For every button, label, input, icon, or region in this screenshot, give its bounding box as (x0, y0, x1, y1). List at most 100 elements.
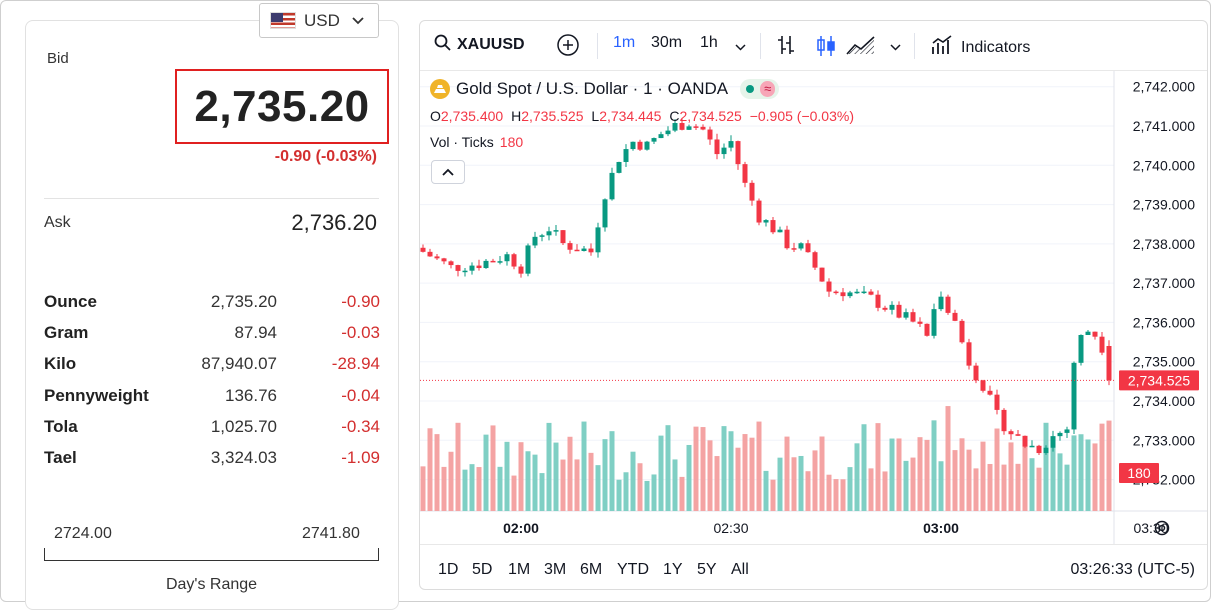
plus-circle-icon (556, 33, 580, 62)
volume-bar (497, 466, 503, 511)
volume-bar (756, 421, 762, 511)
currency-selector[interactable]: USD (259, 3, 379, 38)
volume-bar (882, 471, 888, 511)
volume-bar (812, 450, 818, 511)
range-5y[interactable]: 5Y (697, 561, 717, 578)
volume-legend: Vol · Ticks 180 (430, 134, 523, 150)
range-1m[interactable]: 1M (508, 561, 531, 578)
volume-bar (448, 451, 454, 511)
chart-type-dropdown[interactable] (890, 38, 901, 56)
candle-body (1092, 331, 1098, 337)
gold-icon (430, 79, 450, 99)
indicators-button[interactable]: Indicators (931, 34, 1030, 61)
candle-body (826, 281, 832, 292)
candle-body (560, 230, 566, 244)
chart-settings-icon[interactable] (1154, 520, 1170, 536)
compare-button[interactable] (556, 33, 580, 62)
volume-bar (1015, 463, 1021, 511)
high-label: H (511, 108, 522, 124)
range-6m[interactable]: 6M (580, 561, 603, 578)
candle-body (854, 291, 860, 294)
interval-1h[interactable]: 1h (700, 34, 718, 51)
volume-bar (574, 459, 580, 511)
unit-name: Gram (44, 323, 89, 343)
clock: 03:26:33 (UTC-5) (1070, 561, 1196, 578)
open-label: O (430, 108, 441, 124)
volume-bar (728, 431, 734, 511)
chevron-down-icon (735, 38, 746, 56)
low-label: L (591, 108, 600, 124)
chart-panel: XAUUSD 1m 30m 1h (419, 20, 1208, 590)
candle-body (910, 312, 916, 322)
volume-bar (1092, 443, 1098, 511)
volume-bar (875, 423, 881, 511)
days-range-low: 2724.00 (54, 525, 112, 542)
range-ytd[interactable]: YTD (617, 561, 649, 578)
y-tick-label: 2,740.000 (1133, 157, 1195, 173)
volume-bar (742, 434, 748, 511)
range-5d[interactable]: 5D (472, 561, 493, 578)
volume-bar (819, 436, 825, 511)
volume-bar (868, 468, 874, 511)
range-all[interactable]: All (731, 561, 749, 578)
area-style-button[interactable] (846, 34, 876, 61)
last-price-tag (1119, 370, 1199, 391)
volume-bar (651, 474, 657, 511)
range-3m[interactable]: 3M (544, 561, 567, 578)
volume-bar (441, 466, 447, 511)
divider (44, 198, 379, 199)
range-1y[interactable]: 1Y (663, 561, 683, 578)
candle-body (861, 291, 867, 294)
candle-body (1029, 445, 1035, 448)
volume-bar (630, 451, 636, 511)
unit-change: -0.04 (341, 385, 380, 405)
volume-bar (1043, 422, 1049, 511)
candles-style-button[interactable] (816, 34, 836, 63)
interval-1m[interactable]: 1m (613, 34, 636, 51)
volume-bar (791, 457, 797, 511)
symbol-search[interactable]: XAUUSD (434, 34, 525, 56)
candle-body (973, 365, 979, 381)
delayed-data-icon: ≈ (760, 81, 776, 97)
candle-body (1043, 447, 1049, 454)
y-tick-label: 2,738.000 (1133, 236, 1195, 252)
volume-bar (469, 464, 475, 511)
unit-change: -1.09 (341, 447, 380, 467)
candle-body (721, 147, 727, 155)
candle-body (735, 141, 741, 165)
interval-dropdown[interactable] (735, 38, 746, 56)
candle-body (1008, 431, 1014, 435)
volume-bar (462, 469, 468, 511)
candle-body (609, 172, 615, 200)
candle-body (630, 141, 636, 150)
candle-body (427, 251, 433, 257)
candle-body (693, 126, 699, 128)
price-chart[interactable]: 2,742.000 2,741.000 2,740.000 2,739.000 2,73… (420, 71, 1208, 544)
volume-bar (1071, 435, 1077, 511)
candle-body (581, 248, 587, 251)
candle-body (574, 249, 580, 252)
candle-body (784, 229, 790, 249)
candle-body (756, 200, 762, 223)
volume-tag (1119, 463, 1159, 483)
x-tick-label: 02:00 (503, 520, 539, 536)
candle-body (490, 260, 496, 263)
bar-style-button[interactable] (776, 34, 796, 61)
volume-bar (483, 434, 489, 511)
y-tick-label: 2,736.000 (1133, 314, 1195, 330)
candle-body (1022, 435, 1028, 447)
candle-body (434, 256, 440, 259)
volume-bar (749, 437, 755, 511)
unit-name: Pennyweight (44, 385, 149, 405)
candle-body (805, 243, 811, 253)
days-range-label: Day's Range (165, 576, 258, 593)
candle-body (966, 342, 972, 366)
unit-row-gram: Gram 87.94 -0.03 (44, 323, 380, 354)
interval-30m[interactable]: 30m (651, 34, 683, 51)
volume-bar (504, 441, 510, 511)
candle-body (504, 254, 510, 262)
collapse-legend-button[interactable] (431, 160, 465, 184)
range-1d[interactable]: 1D (438, 561, 459, 578)
candle-body (518, 266, 524, 274)
candle-body (924, 323, 930, 336)
